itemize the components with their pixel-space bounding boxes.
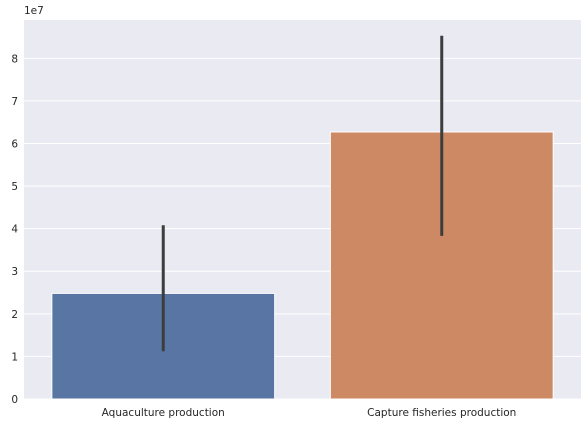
x-tick-label: Capture fisheries production [367, 407, 516, 419]
y-tick-label: 3 [11, 266, 18, 278]
y-tick-label: 8 [11, 53, 18, 65]
y-tick-label: 4 [11, 224, 18, 236]
y-tick-label: 6 [11, 138, 18, 150]
y-axis-ticks: 0 1 2 3 4 5 6 7 8 [11, 53, 18, 406]
y-tick-label: 5 [11, 181, 18, 193]
y-tick-label: 0 [11, 394, 18, 406]
error-bars [161, 35, 444, 352]
y-tick-label: 2 [11, 309, 18, 321]
y-tick-label: 1 [11, 351, 18, 363]
y-tick-label: 7 [11, 96, 18, 108]
x-axis-ticks: Aquaculture production Capture fisheries … [102, 407, 517, 419]
x-tick-label: Aquaculture production [102, 407, 225, 419]
y-axis-offset-label: 1e7 [24, 5, 44, 17]
